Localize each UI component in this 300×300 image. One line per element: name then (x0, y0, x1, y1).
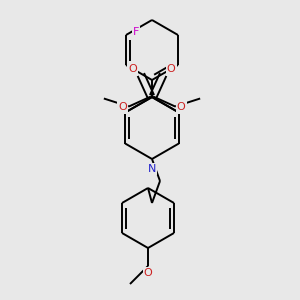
Text: O: O (118, 103, 127, 112)
Text: F: F (133, 27, 139, 37)
Text: O: O (177, 103, 185, 112)
Text: O: O (167, 64, 176, 74)
Text: O: O (128, 64, 137, 74)
Text: N: N (148, 164, 156, 174)
Text: O: O (144, 268, 152, 278)
